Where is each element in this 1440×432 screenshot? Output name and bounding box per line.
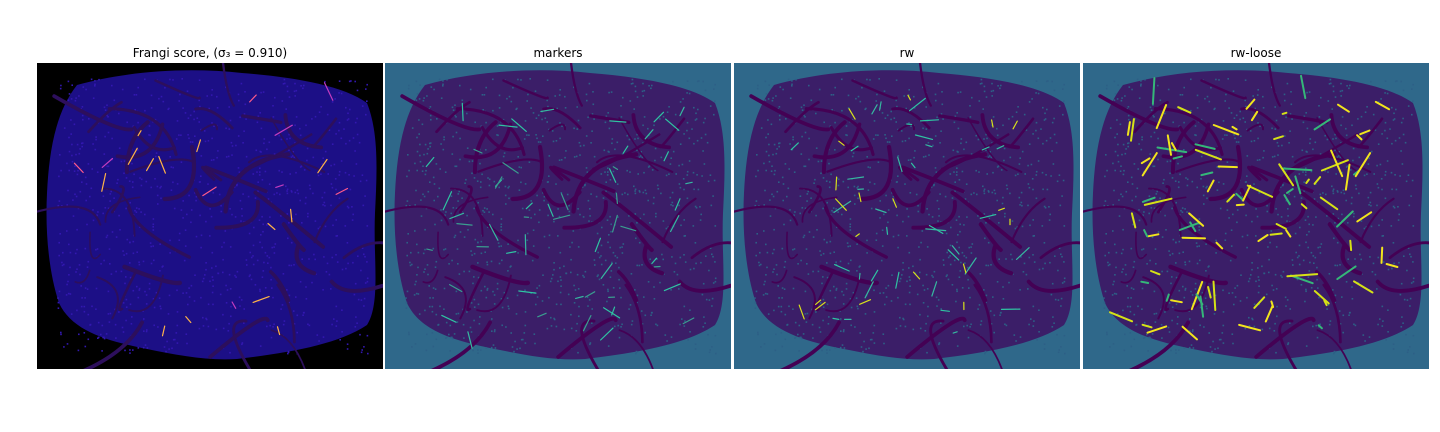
markers-image xyxy=(385,63,731,369)
panel-title: Frangi score, (σ₃ = 0.910) xyxy=(132,46,288,60)
panel-markers: markers xyxy=(385,44,731,369)
rw-image xyxy=(734,63,1080,369)
frangi-image xyxy=(37,63,383,369)
panel-frangi: Frangi score, (σ₃ = 0.910) xyxy=(37,44,383,369)
panel-title: rw xyxy=(899,46,915,60)
panel-rw-loose: rw-loose xyxy=(1083,44,1429,369)
panel-rw: rw xyxy=(734,44,1080,369)
rw-loose-image xyxy=(1083,63,1429,369)
panel-title: markers xyxy=(533,46,583,60)
panel-title: rw-loose xyxy=(1230,46,1282,60)
